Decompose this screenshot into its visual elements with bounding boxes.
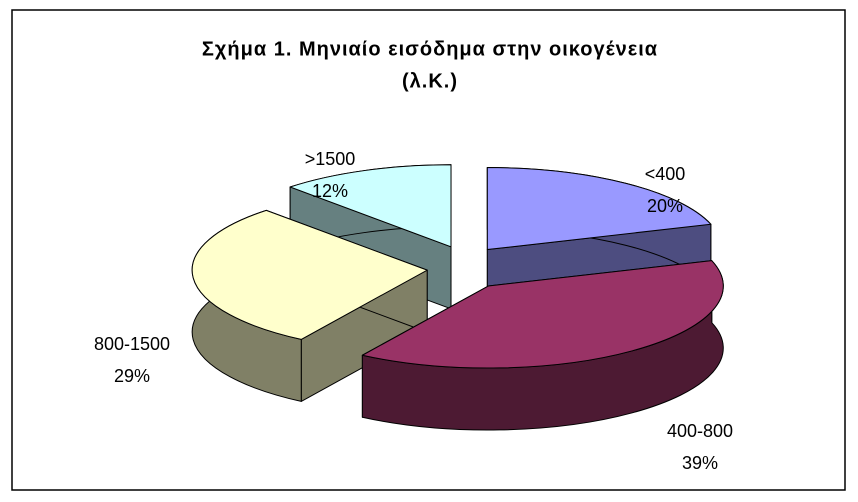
slice-top [361, 260, 724, 369]
pie-slice [361, 260, 724, 431]
value-label: 20% [647, 196, 683, 216]
pie-slice [191, 209, 428, 402]
category-label: <400 [645, 164, 686, 184]
category-label: 800-1500 [94, 334, 170, 354]
value-label: 29% [114, 366, 150, 386]
slice-top [191, 209, 428, 340]
category-label: 400-800 [667, 421, 733, 441]
value-label: 12% [312, 181, 348, 201]
slice-top [486, 167, 712, 251]
value-label: 39% [682, 453, 718, 473]
chart-title: (λ.Κ.) [402, 70, 458, 92]
category-label: >1500 [305, 149, 356, 169]
chart-title: Σχήμα 1. Μηνιαίο εισόδημα στην οικογένει… [202, 38, 658, 60]
slice-top [289, 164, 452, 248]
